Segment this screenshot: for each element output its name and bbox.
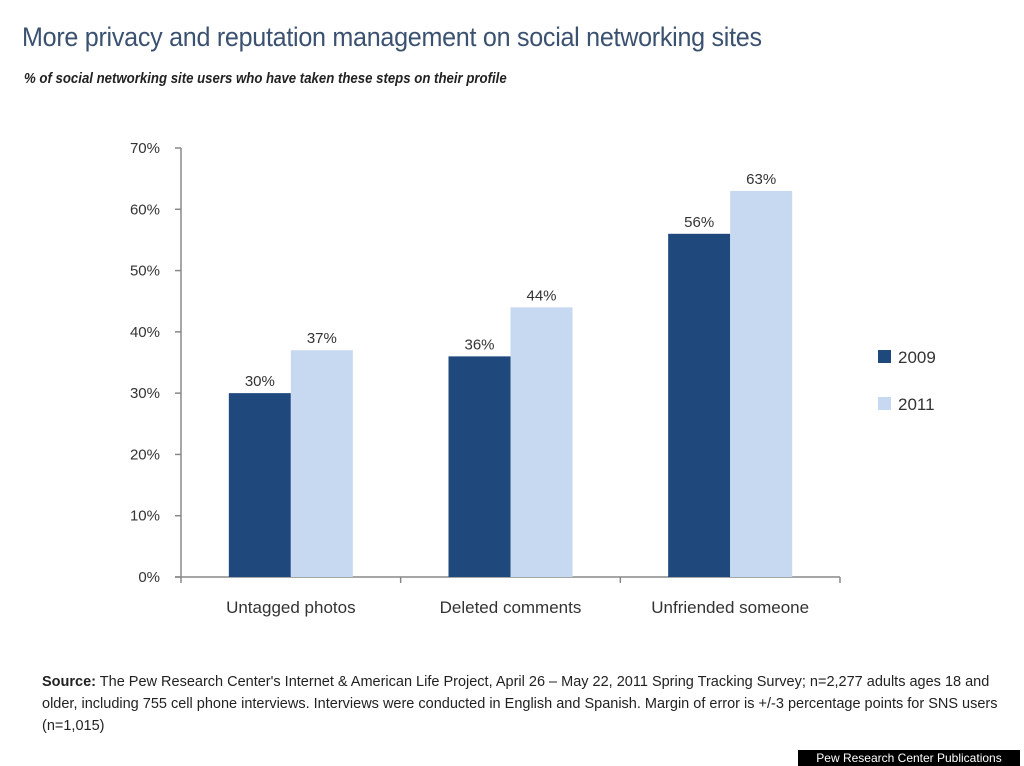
axes: 0% 10% 20% 30% 40% 50% 60% 70% Untagged photos De… (130, 140, 841, 617)
chart-title: More privacy and reputation management o… (22, 22, 762, 52)
source-text: The Pew Research Center's Internet & Ame… (42, 674, 998, 734)
data-label: 30% (245, 373, 275, 390)
y-tick-label: 10% (130, 508, 160, 525)
bar-2011-0 (290, 350, 353, 577)
legend: 2009 2011 (878, 348, 936, 414)
credit-badge: Pew Research Center Publications (798, 750, 1020, 766)
y-tick-label: 60% (130, 201, 160, 218)
data-label: 37% (307, 330, 337, 347)
bar-2011-2 (730, 190, 793, 577)
bar-2009-0 (228, 393, 291, 577)
source-label: Source: (42, 674, 96, 690)
data-label: 63% (746, 171, 776, 188)
legend-swatch-2011 (878, 397, 891, 410)
bars: 30% 37% 36% 44% 56% 63% (228, 171, 793, 578)
legend-label: 2009 (898, 348, 936, 367)
x-category-label: Untagged photos (226, 598, 356, 617)
data-label: 36% (464, 336, 494, 353)
legend-swatch-2009 (878, 350, 891, 363)
y-tick-label: 20% (130, 446, 160, 463)
x-category-label: Unfriended someone (651, 598, 809, 617)
data-label: 56% (684, 214, 714, 231)
chart-subtitle: % of social networking site users who ha… (24, 70, 507, 87)
x-category-label: Deleted comments (440, 598, 582, 617)
bar-2009-2 (668, 233, 731, 578)
source-note: Source: The Pew Research Center's Intern… (42, 671, 1002, 737)
y-tick-label: 30% (130, 385, 160, 402)
y-tick-label: 50% (130, 263, 160, 280)
y-tick-label: 70% (130, 140, 160, 157)
y-tick-label: 40% (130, 324, 160, 341)
bar-2011-1 (510, 307, 573, 577)
y-tick-label: 0% (138, 569, 160, 586)
legend-label: 2011 (898, 395, 935, 414)
data-label: 44% (526, 287, 556, 304)
bar-2009-1 (448, 356, 511, 577)
